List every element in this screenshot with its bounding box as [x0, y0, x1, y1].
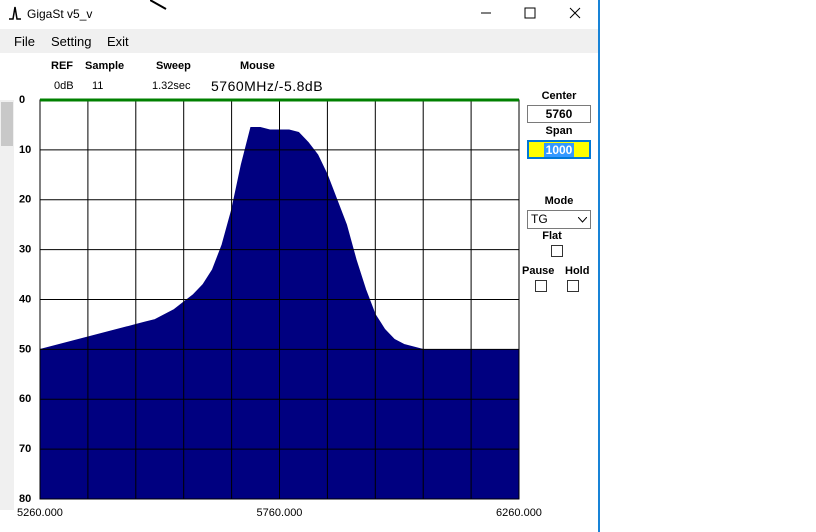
scroll-thumb[interactable]	[1, 102, 13, 146]
y-tick-label: 10	[19, 144, 31, 156]
header-label: REF	[51, 60, 73, 72]
header-label: Sweep	[156, 60, 191, 72]
y-tick-label: 40	[19, 293, 31, 305]
pause-label: Pause	[522, 265, 555, 277]
mode-value: TG	[531, 212, 548, 226]
window-title: GigaSt v5_v	[27, 7, 93, 21]
pause-checkbox[interactable]	[535, 280, 547, 292]
cursor-stroke	[150, 0, 167, 10]
x-tick-label: 5760.000	[257, 507, 303, 519]
header-value: 11	[92, 80, 104, 92]
hold-checkbox[interactable]	[567, 280, 579, 292]
header-label: Sample	[85, 60, 125, 72]
span-input[interactable]: 1000	[527, 140, 591, 159]
header-value: 0dB	[54, 80, 74, 92]
spectrum-chart: 0 10 20 30 40 50 60 70 80 5260.000 5760.000 6260.00…	[17, 94, 542, 519]
dropdown-arrow	[578, 217, 587, 223]
span-value: 1000	[543, 143, 575, 157]
app-icon	[9, 6, 21, 20]
mode-label: Mode	[544, 195, 574, 207]
menu-bar: File Setting Exit	[0, 29, 598, 53]
header-value: 1.32sec	[152, 80, 191, 92]
x-tick-label: 5260.000	[17, 507, 63, 519]
y-tick-label: 70	[19, 443, 31, 455]
center-label: Center	[541, 90, 577, 102]
x-tick-label: 6260.000	[496, 507, 542, 519]
mouse-readout: 5760MHz/-5.8dB	[211, 78, 324, 94]
window-buttons[interactable]	[470, 0, 598, 27]
y-tick-label: 30	[19, 244, 31, 256]
mode-select[interactable]: TG	[527, 210, 591, 229]
y-tick-label: 60	[19, 393, 31, 405]
menu-item[interactable]: Setting	[51, 34, 92, 49]
y-tick-label: 20	[19, 194, 31, 206]
header-label: Mouse	[240, 60, 275, 72]
flat-label: Flat	[542, 230, 562, 242]
title-bar: GigaSt v5_v	[0, 0, 598, 27]
app-window: GigaSt v5_v File Setting Exit REF Sample…	[0, 0, 600, 532]
y-tick-label: 50	[19, 343, 31, 355]
hold-label: Hold	[565, 265, 590, 277]
y-tick-label: 0	[19, 94, 25, 106]
center-input[interactable]: 5760	[527, 105, 591, 123]
flat-checkbox[interactable]	[551, 245, 563, 257]
span-label: Span	[545, 125, 573, 137]
menu-item[interactable]: File	[14, 34, 35, 49]
y-tick-label: 80	[19, 493, 31, 505]
scrollbar[interactable]	[0, 100, 14, 510]
menu-item[interactable]: Exit	[107, 34, 129, 49]
